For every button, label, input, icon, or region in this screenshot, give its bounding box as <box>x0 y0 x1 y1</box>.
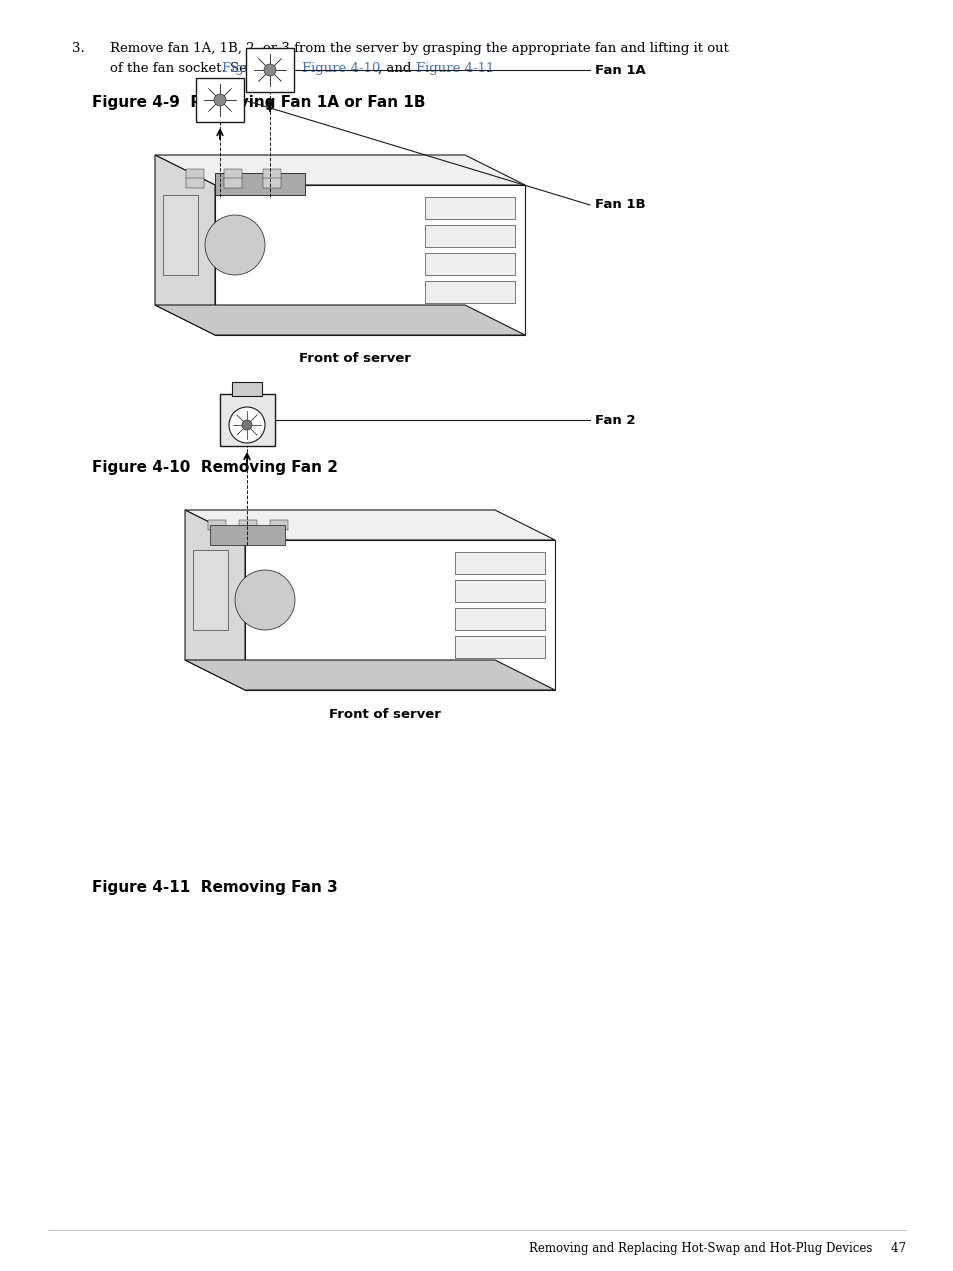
Bar <box>232 383 262 397</box>
Circle shape <box>264 64 275 76</box>
Bar <box>208 520 226 530</box>
Circle shape <box>242 419 252 430</box>
Text: Figure 4-9  Removing Fan 1A or Fan 1B: Figure 4-9 Removing Fan 1A or Fan 1B <box>91 95 425 111</box>
Bar <box>270 520 288 530</box>
Bar <box>239 520 256 530</box>
Text: Figure 4-11: Figure 4-11 <box>416 62 494 75</box>
Bar <box>263 169 281 179</box>
Bar <box>455 580 544 602</box>
Bar <box>193 550 228 630</box>
Text: Figure 4-11  Removing Fan 3: Figure 4-11 Removing Fan 3 <box>91 880 337 895</box>
Bar <box>263 178 281 188</box>
Text: ,: , <box>288 62 296 75</box>
Text: Figure 4-9: Figure 4-9 <box>222 62 292 75</box>
Bar <box>455 552 544 574</box>
Bar <box>424 281 515 302</box>
Bar <box>224 169 242 179</box>
Bar <box>455 608 544 630</box>
Bar <box>186 169 204 179</box>
Text: Figure 4-10: Figure 4-10 <box>302 62 380 75</box>
Polygon shape <box>154 155 214 336</box>
Text: Front of server: Front of server <box>329 708 440 721</box>
Polygon shape <box>245 540 555 690</box>
Text: Figure 4-10  Removing Fan 2: Figure 4-10 Removing Fan 2 <box>91 460 337 475</box>
Text: , and: , and <box>377 62 416 75</box>
Text: 3.: 3. <box>71 42 85 55</box>
Circle shape <box>234 569 294 630</box>
Bar <box>246 48 294 92</box>
Circle shape <box>229 407 265 444</box>
Bar <box>195 78 244 122</box>
Bar <box>210 525 285 545</box>
Text: Front of server: Front of server <box>298 352 411 366</box>
Bar <box>224 178 242 188</box>
Bar <box>186 178 204 188</box>
Polygon shape <box>185 510 555 540</box>
Bar <box>424 253 515 275</box>
Text: Fan 1B: Fan 1B <box>595 198 645 211</box>
Text: of the fan socket. See: of the fan socket. See <box>110 62 258 75</box>
Text: Fan 1A: Fan 1A <box>595 64 645 76</box>
Bar <box>163 194 198 275</box>
Polygon shape <box>185 660 555 690</box>
Bar <box>424 225 515 247</box>
Polygon shape <box>214 186 524 336</box>
Text: .: . <box>485 62 490 75</box>
Bar <box>220 394 274 446</box>
Text: Fan 2: Fan 2 <box>595 413 635 427</box>
Polygon shape <box>214 173 305 194</box>
Polygon shape <box>154 305 524 336</box>
Polygon shape <box>185 510 245 690</box>
Circle shape <box>205 215 265 275</box>
Bar <box>424 197 515 219</box>
Bar <box>455 636 544 658</box>
Text: Removing and Replacing Hot-Swap and Hot-Plug Devices     47: Removing and Replacing Hot-Swap and Hot-… <box>528 1242 905 1254</box>
Text: Remove fan 1A, 1B, 2, or 3 from the server by grasping the appropriate fan and l: Remove fan 1A, 1B, 2, or 3 from the serv… <box>110 42 728 55</box>
Circle shape <box>213 94 226 105</box>
Polygon shape <box>154 155 524 186</box>
